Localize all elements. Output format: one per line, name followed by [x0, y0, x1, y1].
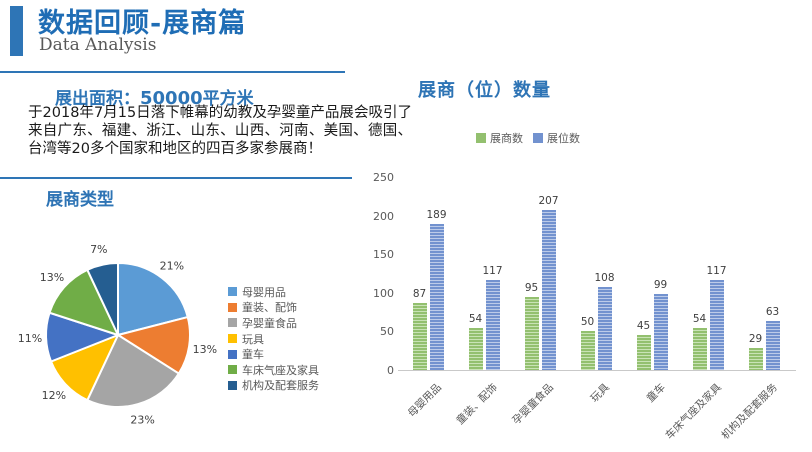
pie-legend-label: 母婴用品 — [242, 285, 286, 299]
bar-value-label: 54 — [692, 313, 707, 326]
pie-legend-label: 玩具 — [242, 332, 264, 346]
pie-legend-label: 机构及配套服务 — [242, 379, 319, 393]
bar-value-label: 54 — [468, 313, 483, 326]
exhibition-area-line: 展出面积：50000平方米 — [55, 84, 254, 109]
bar-value-label: 117 — [706, 264, 727, 277]
pie-legend-item: 玩具 — [228, 331, 319, 347]
y-axis-tick-label: 100 — [373, 286, 394, 300]
y-axis-tick-label: 250 — [373, 171, 394, 184]
pie-data-label: 13% — [40, 271, 64, 284]
pie-legend-item: 机构及配套服务 — [228, 378, 319, 394]
bar-exhibitors — [692, 328, 707, 370]
paragraph-underline — [0, 177, 352, 179]
bar-legend-label: 展位数 — [547, 132, 580, 145]
bar-booths — [765, 321, 780, 370]
page-subtitle: Data Analysis — [39, 35, 157, 55]
pie-data-label: 11% — [18, 332, 42, 345]
pie-legend-swatch — [228, 380, 237, 390]
pie-data-label: 13% — [193, 343, 217, 356]
exhibition-area-label: 展出面积： — [55, 89, 140, 109]
pie-legend-swatch — [228, 302, 237, 312]
pie-legend-swatch — [228, 334, 237, 344]
pie-data-label: 12% — [42, 389, 66, 402]
pie-data-label: 21% — [160, 260, 184, 273]
exhibitor-count-bar-chart: 展商数 展位数 0 50 100 150 200 250 87 189 母婴用品 54 117 童装、配… — [372, 128, 804, 452]
bar-value-label: 50 — [580, 316, 595, 329]
header-divider — [0, 71, 345, 73]
pie-data-label: 7% — [90, 243, 107, 256]
pie-slice — [117, 261, 189, 337]
bar-value-label: 189 — [426, 209, 447, 222]
bar-booths — [653, 293, 668, 370]
pie-legend-item: 车床气座及家具 — [228, 362, 319, 378]
bar-booths — [709, 279, 724, 370]
bar-exhibitors — [524, 296, 539, 370]
pie-legend: 母婴用品童装、配饰 孕婴童食品玩具童车 车床气座及家具 机构及配套服务 — [228, 284, 319, 393]
pie-slice — [115, 315, 191, 375]
bar-exhibitors — [636, 335, 651, 370]
pie-legend-swatch — [228, 287, 237, 297]
bar-value-label: 108 — [594, 271, 615, 284]
title-accent-bar — [10, 6, 23, 56]
bar-legend-swatch — [476, 133, 486, 143]
bar-legend: 展商数 展位数 — [312, 130, 744, 146]
bar-exhibitors — [580, 331, 595, 370]
bar-value-label: 29 — [748, 332, 763, 345]
pie-legend-item: 孕婴童食品 — [228, 315, 319, 331]
bar-exhibitors — [412, 302, 427, 370]
bar-exhibitors — [748, 347, 763, 370]
exhibitor-type-pie-chart: 21% 13% 23% 12% 11% 13% 7% — [18, 243, 217, 427]
pie-legend-label: 童装、配饰 — [242, 301, 297, 315]
bar-legend-label: 展商数 — [490, 132, 523, 145]
bar-legend-item: 展商数 — [476, 130, 523, 146]
pie-legend-swatch — [228, 349, 237, 359]
bar-value-label: 117 — [482, 264, 503, 277]
bar-booths — [597, 286, 612, 370]
pie-data-label: 23% — [130, 414, 154, 427]
bar-legend-swatch — [533, 133, 543, 143]
exhibition-area-value: 50000 — [140, 88, 203, 109]
bar-value-label: 87 — [412, 287, 427, 300]
bar-booths — [485, 279, 500, 370]
pie-legend-swatch — [228, 318, 237, 328]
pie-legend-label: 童车 — [242, 348, 264, 362]
bar-value-label: 63 — [765, 306, 780, 319]
pie-legend-swatch — [228, 365, 237, 375]
intro-paragraph: 于2018年7月15日落下帷幕的幼教及孕婴童产品展会吸引了来自广东、福建、浙江、… — [28, 105, 412, 157]
pie-legend-label: 车床气座及家具 — [242, 363, 319, 377]
y-axis-tick-label: 50 — [380, 325, 394, 339]
pie-legend-item: 童装、配饰 — [228, 300, 319, 316]
bar-exhibitors — [468, 328, 483, 370]
page-title: 数据回顾-展商篇 — [38, 8, 247, 39]
y-axis-tick-label: 150 — [373, 248, 394, 262]
bar-legend-item: 展位数 — [533, 130, 580, 146]
bar-value-label: 45 — [636, 320, 651, 333]
pie-slice — [86, 261, 119, 336]
bar-value-label: 95 — [524, 281, 539, 294]
bar-booths — [429, 224, 444, 370]
bar-value-label: 99 — [653, 278, 668, 291]
pie-legend-item: 母婴用品 — [228, 284, 319, 300]
bar-section-title: 展商（位）数量 — [418, 80, 551, 101]
pie-slice — [48, 268, 120, 337]
pie-legend-label: 孕婴童食品 — [242, 316, 297, 330]
pie-legend-item: 童车 — [228, 346, 319, 362]
pie-section-title: 展商类型 — [46, 190, 114, 210]
bar-value-label: 207 — [538, 195, 559, 208]
y-axis-tick-label: 200 — [373, 209, 394, 223]
bar-booths — [541, 210, 556, 370]
y-axis-tick-label: 0 — [387, 364, 394, 377]
x-axis-line — [398, 370, 796, 371]
exhibition-area-unit: 平方米 — [202, 89, 254, 109]
